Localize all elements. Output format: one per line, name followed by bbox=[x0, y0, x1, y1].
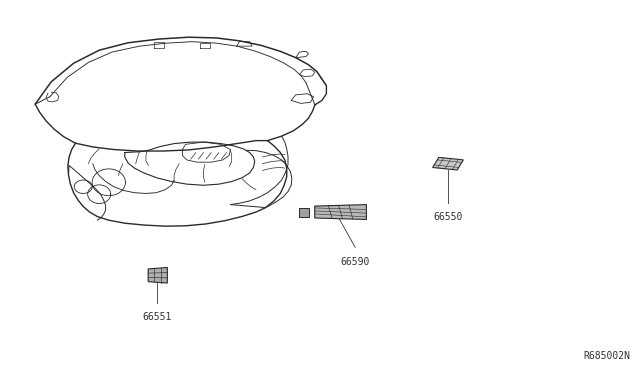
Text: 66550: 66550 bbox=[433, 212, 463, 222]
Polygon shape bbox=[433, 157, 463, 170]
Polygon shape bbox=[299, 208, 309, 217]
Polygon shape bbox=[148, 267, 168, 283]
Polygon shape bbox=[315, 205, 366, 219]
Text: R685002N: R685002N bbox=[584, 351, 630, 361]
Text: 66590: 66590 bbox=[340, 257, 370, 267]
Text: 66551: 66551 bbox=[142, 312, 172, 323]
